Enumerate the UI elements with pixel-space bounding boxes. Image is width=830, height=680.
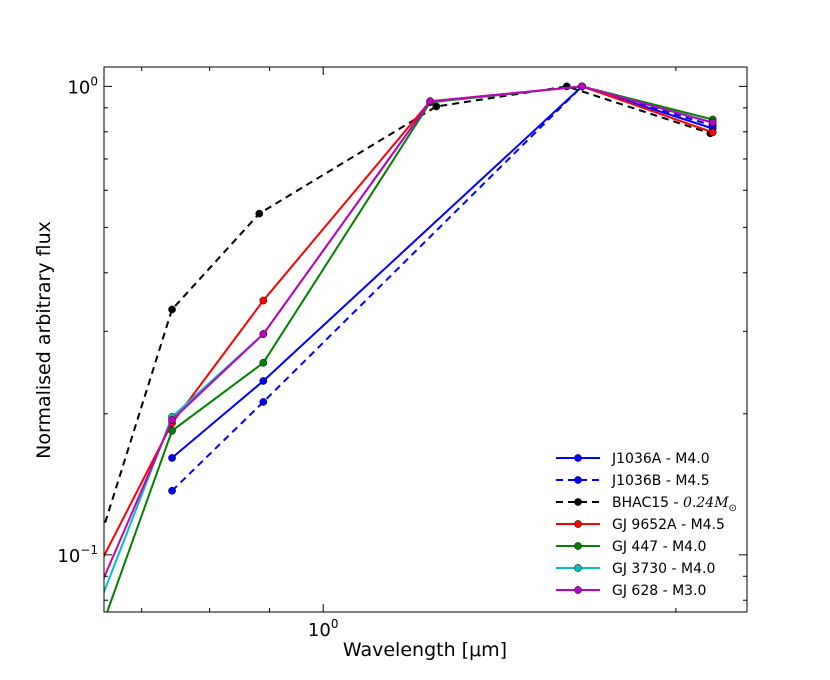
- series-line: [171, 85, 713, 492]
- legend-marker: [574, 476, 582, 484]
- legend-entry: BHAC15 - 0.24M⊙: [556, 495, 737, 514]
- legend-marker: [574, 586, 582, 594]
- data-point: [259, 398, 268, 406]
- data-point: [255, 209, 264, 218]
- legend-marker: [574, 564, 582, 572]
- data-point: [76, 650, 83, 657]
- series-line: [104, 85, 713, 581]
- legend-entry: GJ 9652A - M4.5: [556, 517, 725, 533]
- legend-marker: [574, 498, 582, 506]
- y-tick-label: 100: [67, 74, 98, 98]
- legend-entry: J1036B - M4.5: [556, 473, 710, 489]
- data-point: [168, 426, 176, 435]
- y-tick-label: 10−1: [57, 543, 98, 567]
- data-point: [76, 599, 83, 606]
- data-point: [578, 82, 586, 91]
- legend-label: GJ 3730 - M4.0: [612, 561, 715, 577]
- series-0: [168, 82, 717, 462]
- data-point: [259, 358, 268, 367]
- x-axis-label: Wavelength [μm]: [343, 639, 507, 661]
- legend-label: J1036B - M4.5: [611, 473, 710, 489]
- data-point: [259, 296, 268, 305]
- data-point: [168, 486, 176, 495]
- y-axis-label: Normalised arbitrary flux: [33, 221, 55, 459]
- data-point: [708, 128, 717, 137]
- x-tick-label: 100: [308, 617, 339, 641]
- legend-label: J1036A - M4.0: [611, 451, 710, 467]
- data-point: [76, 630, 83, 637]
- data-point: [168, 416, 176, 424]
- legend-entry: GJ 447 - M4.0: [556, 539, 706, 555]
- legend: J1036A - M4.0 J1036B - M4.5 BHAC15 - 0.24M…: [556, 451, 737, 599]
- data-point: [76, 599, 83, 606]
- data-point: [426, 97, 435, 106]
- data-point: [432, 102, 441, 111]
- legend-entry: GJ 628 - M3.0: [556, 583, 706, 599]
- legend-label: BHAC15 - 0.24M⊙: [612, 495, 737, 514]
- data-point: [708, 118, 717, 127]
- data-point: [259, 330, 268, 338]
- data-point: [168, 305, 176, 314]
- legend-marker: [574, 542, 582, 550]
- legend-entry: J1036A - M4.0: [556, 451, 710, 467]
- legend-label: GJ 628 - M3.0: [612, 583, 706, 599]
- data-point: [259, 377, 268, 385]
- legend-marker: [574, 454, 582, 462]
- plot-frame: [103, 66, 748, 613]
- series-line: [104, 85, 711, 530]
- data-point: [168, 454, 176, 462]
- legend-label: GJ 9652A - M4.5: [612, 517, 725, 533]
- legend-entry: GJ 3730 - M4.0: [556, 561, 715, 577]
- series-line: [171, 85, 714, 459]
- series-6: [76, 82, 717, 637]
- legend-label: GJ 447 - M4.0: [612, 539, 706, 555]
- legend-marker: [574, 520, 582, 528]
- series-1: [168, 82, 717, 495]
